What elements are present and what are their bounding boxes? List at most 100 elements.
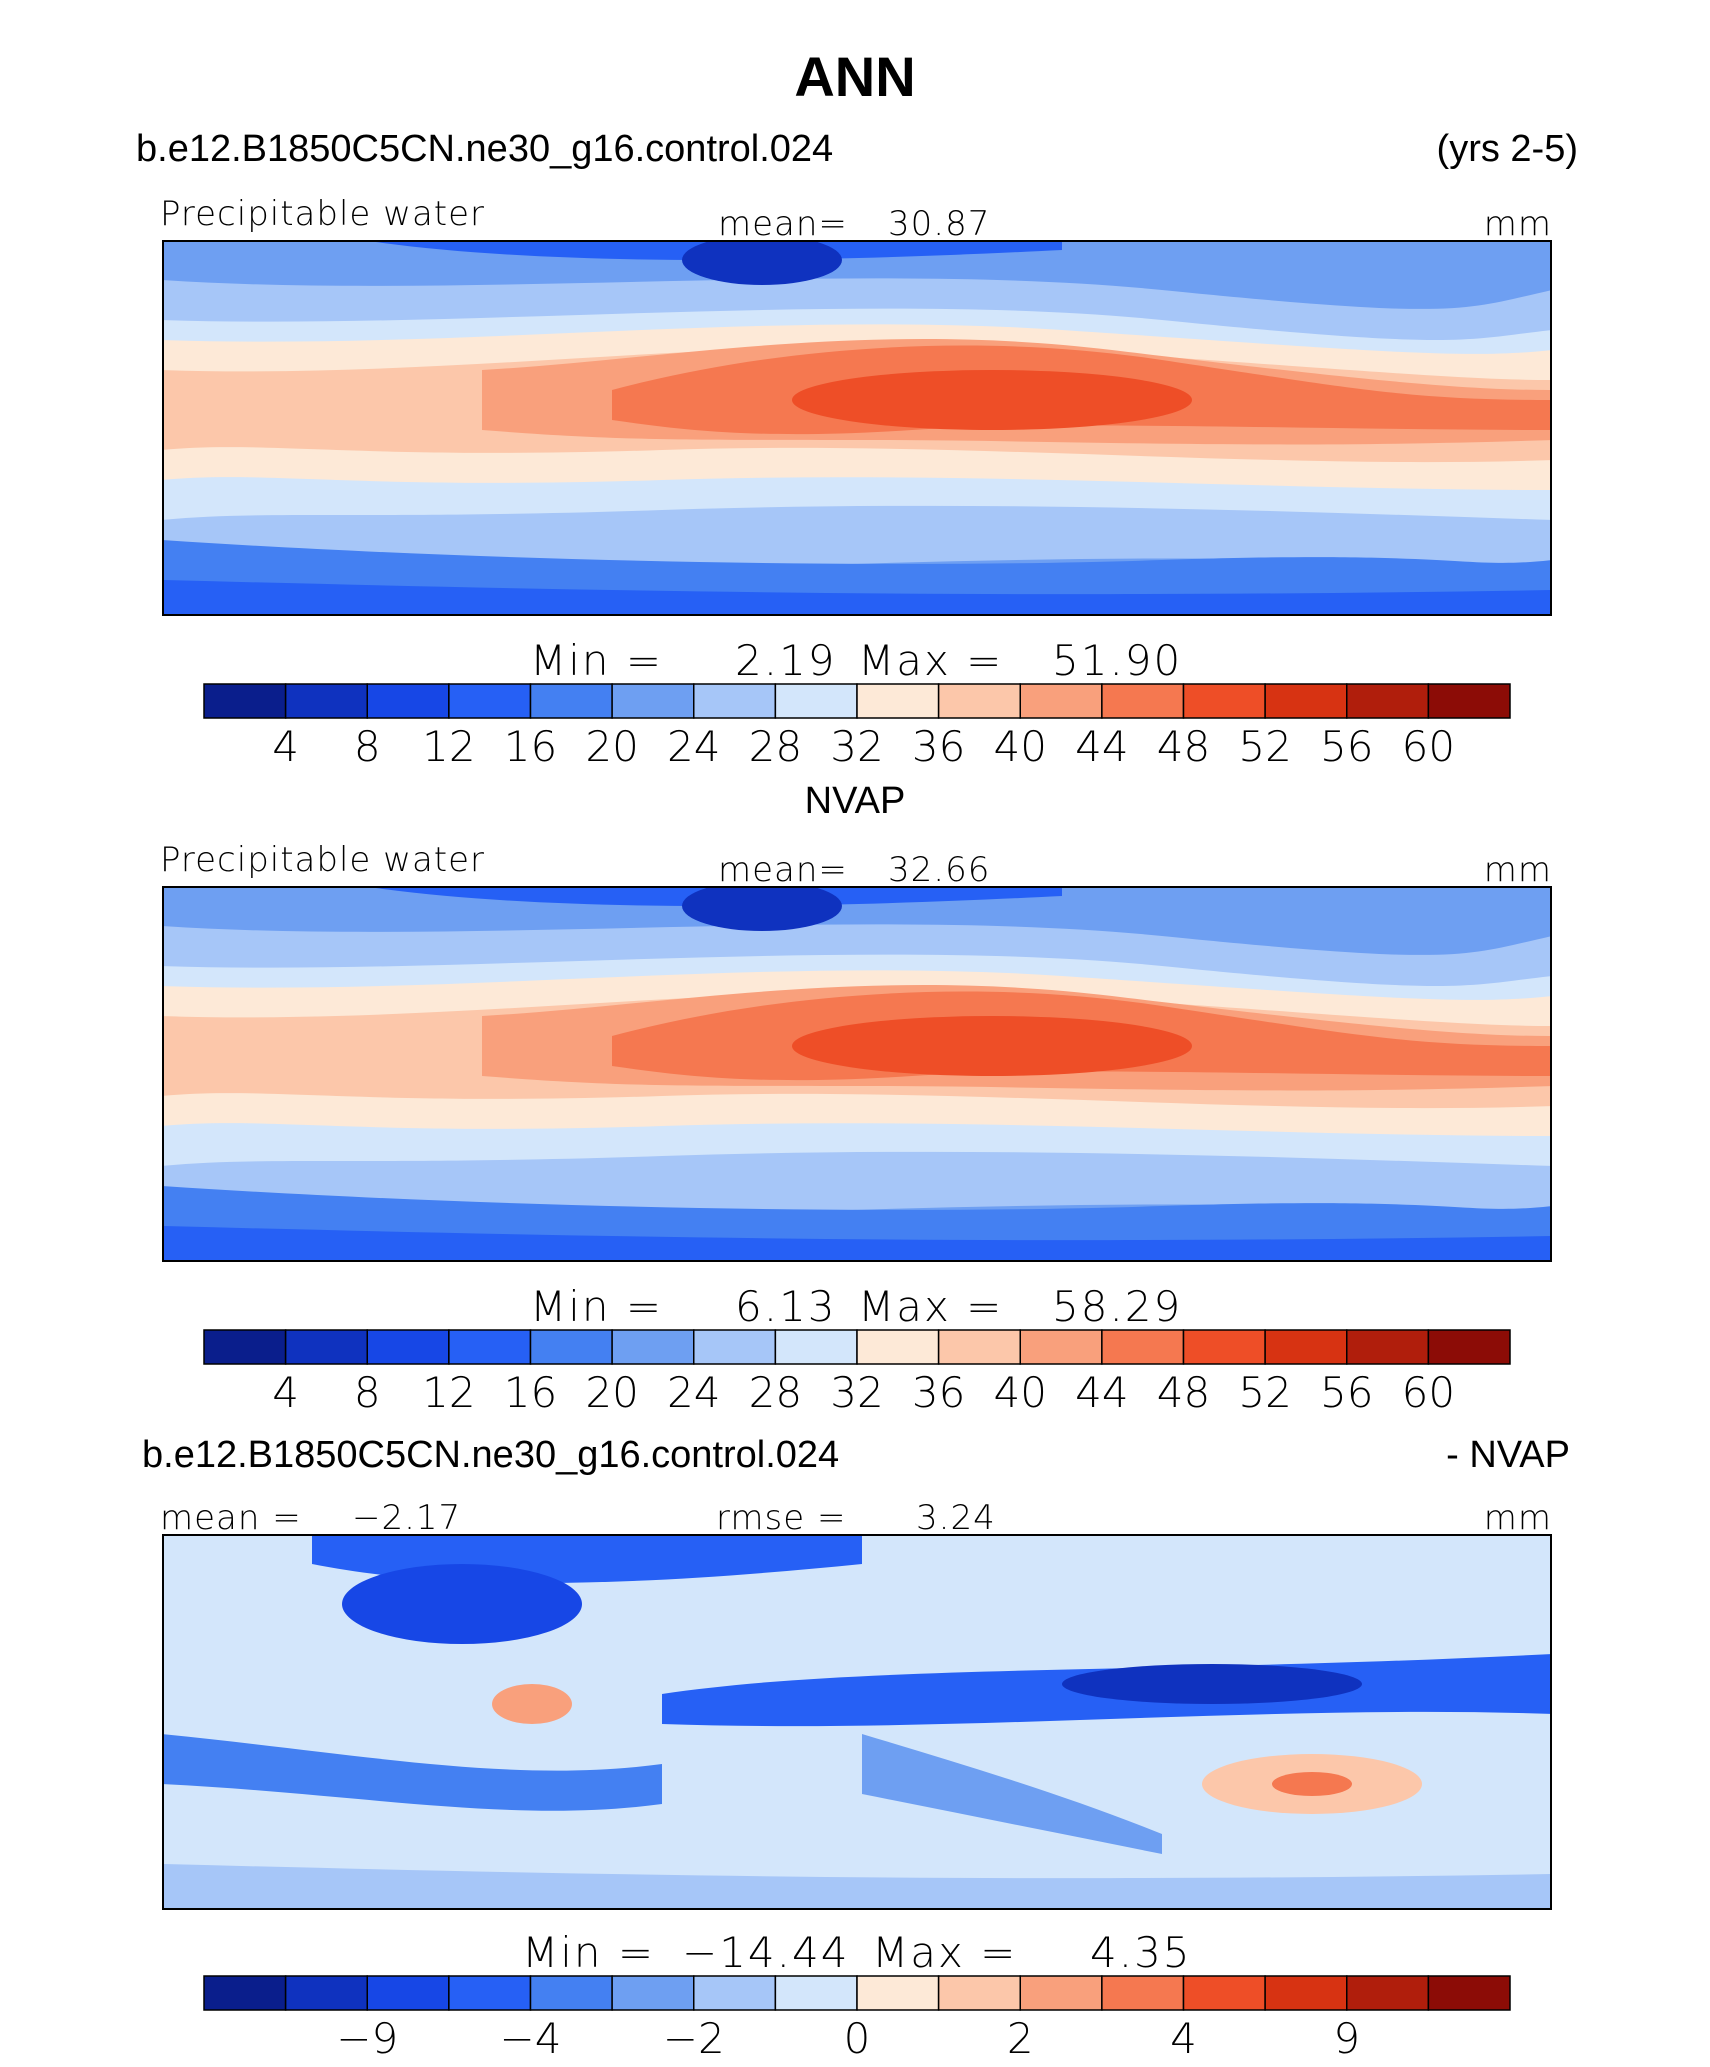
contour-blob [792,1016,1192,1076]
colorbar-swatch [1101,1975,1185,2011]
colorbar-swatch [203,1975,287,2011]
contour-band [164,1226,1550,1260]
panel2-min-value: 6.13 [735,1282,837,1331]
contour-blob [682,888,842,931]
colorbar-tick-label: 28 [748,1368,803,1417]
colorbar-tick-label: −2 [662,2014,725,2063]
colorbar-tick-label: 4 [1170,2014,1197,2063]
colorbar-swatch [937,683,1021,719]
colorbar-tick-label: 40 [993,1368,1047,1417]
colorbar-swatch [203,1329,287,1365]
colorbar-tick-label: 40 [993,722,1047,771]
panel3-rmse-value: 3.24 [916,1498,996,1538]
colorbar-tick-label: 12 [422,722,476,771]
colorbar-swatch [366,1329,450,1365]
colorbar-swatch [1264,683,1348,719]
colorbar-tick-label: −4 [499,2014,562,2063]
colorbar-tick-label: 52 [1238,1368,1292,1417]
panel1-max-label: Max = [858,636,1004,685]
colorbar-swatch [1427,1329,1511,1365]
contour-blob [682,242,842,285]
colorbar-tick-label: 24 [667,1368,721,1417]
contour-band [164,580,1550,614]
contour-blob [342,1564,582,1644]
colorbar-tick-label: 32 [830,722,884,771]
panel3-case-name: b.e12.B1850C5CN.ne30_g16.control.024 [142,1434,840,1476]
colorbar-tick-label: 2 [1006,2014,1034,2063]
contour-band [862,1734,1162,1854]
colorbar-swatch [1019,1329,1103,1365]
panel3-mean-label: mean = [160,1498,302,1538]
colorbar-tick-label: 28 [748,722,803,771]
colorbar-swatch [774,1975,858,2011]
colorbar-swatch [448,1975,532,2011]
colorbar-tick-label: 12 [422,1368,476,1417]
colorbar-tick-label: 44 [1075,722,1129,771]
colorbar-swatch [1346,683,1430,719]
colorbar-tick-label: 36 [911,1368,966,1417]
panel1-map [162,240,1552,616]
colorbar-swatch [693,1975,777,2011]
colorbar-tick-label: 56 [1320,722,1374,771]
panel2-mean-value: 32.66 [888,850,991,890]
colorbar-tick-label: 32 [830,1368,884,1417]
panel2-units: mm [1483,850,1552,890]
colorbar-swatch [693,683,777,719]
colorbar-swatch [284,1329,368,1365]
colorbar-swatch [1019,1975,1103,2011]
colorbar-tick-label: 20 [585,722,639,771]
colorbar-swatch [203,683,287,719]
contour-blob [1272,1772,1352,1796]
panel3-min-label: Min = [522,1928,656,1977]
colorbar-tick-label: 52 [1238,722,1292,771]
panel2-map [162,886,1552,1262]
contour-band [164,1734,662,1811]
colorbar-swatch [1101,1329,1185,1365]
panel2-mean-label: mean= [718,850,848,890]
colorbar-tick-label: −9 [336,2014,399,2063]
colorbar-swatch [529,683,613,719]
contour-blob [1062,1664,1362,1704]
panel2-min-label: Min = [530,1282,664,1331]
colorbar-swatch [1182,1975,1266,2011]
panel2-max-value: 58.29 [1052,1282,1183,1331]
colorbar-swatch [366,683,450,719]
colorbar-tick-label: 48 [1156,1368,1211,1417]
colorbar-swatch [693,1329,777,1365]
page-title: ANN [794,45,916,108]
panel3-map [162,1534,1552,1910]
colorbar-swatch [529,1329,613,1365]
contour-band [164,1864,1550,1908]
colorbar-swatch [448,683,532,719]
colorbar-swatch [611,1975,695,2011]
colorbar-swatch [1182,683,1266,719]
panel3-mean-value: −2.17 [352,1498,462,1538]
colorbar-swatch [774,683,858,719]
contour-blob [492,1684,572,1724]
contour-blob [792,370,1192,430]
panel1-years: (yrs 2-5) [1436,128,1578,170]
panel1-mean-value: 30.87 [888,204,991,244]
colorbar-tick-label: 60 [1401,722,1456,771]
panel2-max-label: Max = [858,1282,1004,1331]
panel2-variable-label: Precipitable water [160,840,486,880]
colorbar-swatch [1264,1329,1348,1365]
colorbar-tick-label: 56 [1320,1368,1374,1417]
colorbar-tick-label: 4 [272,1368,299,1417]
panel3-units: mm [1483,1498,1552,1538]
colorbar-tick-label: 36 [911,722,966,771]
colorbar-swatch [611,1329,695,1365]
colorbar-swatch [529,1975,613,2011]
colorbar-tick-label: 0 [843,2014,871,2063]
panel1-max-value: 51.90 [1052,636,1183,685]
colorbar-tick-label: 48 [1156,722,1211,771]
colorbar-swatch [774,1329,858,1365]
colorbar-swatch [937,1975,1021,2011]
panel1-min-label: Min = [530,636,664,685]
panel1-min-value: 2.19 [735,636,837,685]
panel3-rmse-label: rmse = [716,1498,847,1538]
colorbar-swatch [611,683,695,719]
panel2-title: NVAP [804,780,906,822]
panel3-max-label: Max = [872,1928,1018,1977]
colorbar-swatch [1427,1975,1511,2011]
